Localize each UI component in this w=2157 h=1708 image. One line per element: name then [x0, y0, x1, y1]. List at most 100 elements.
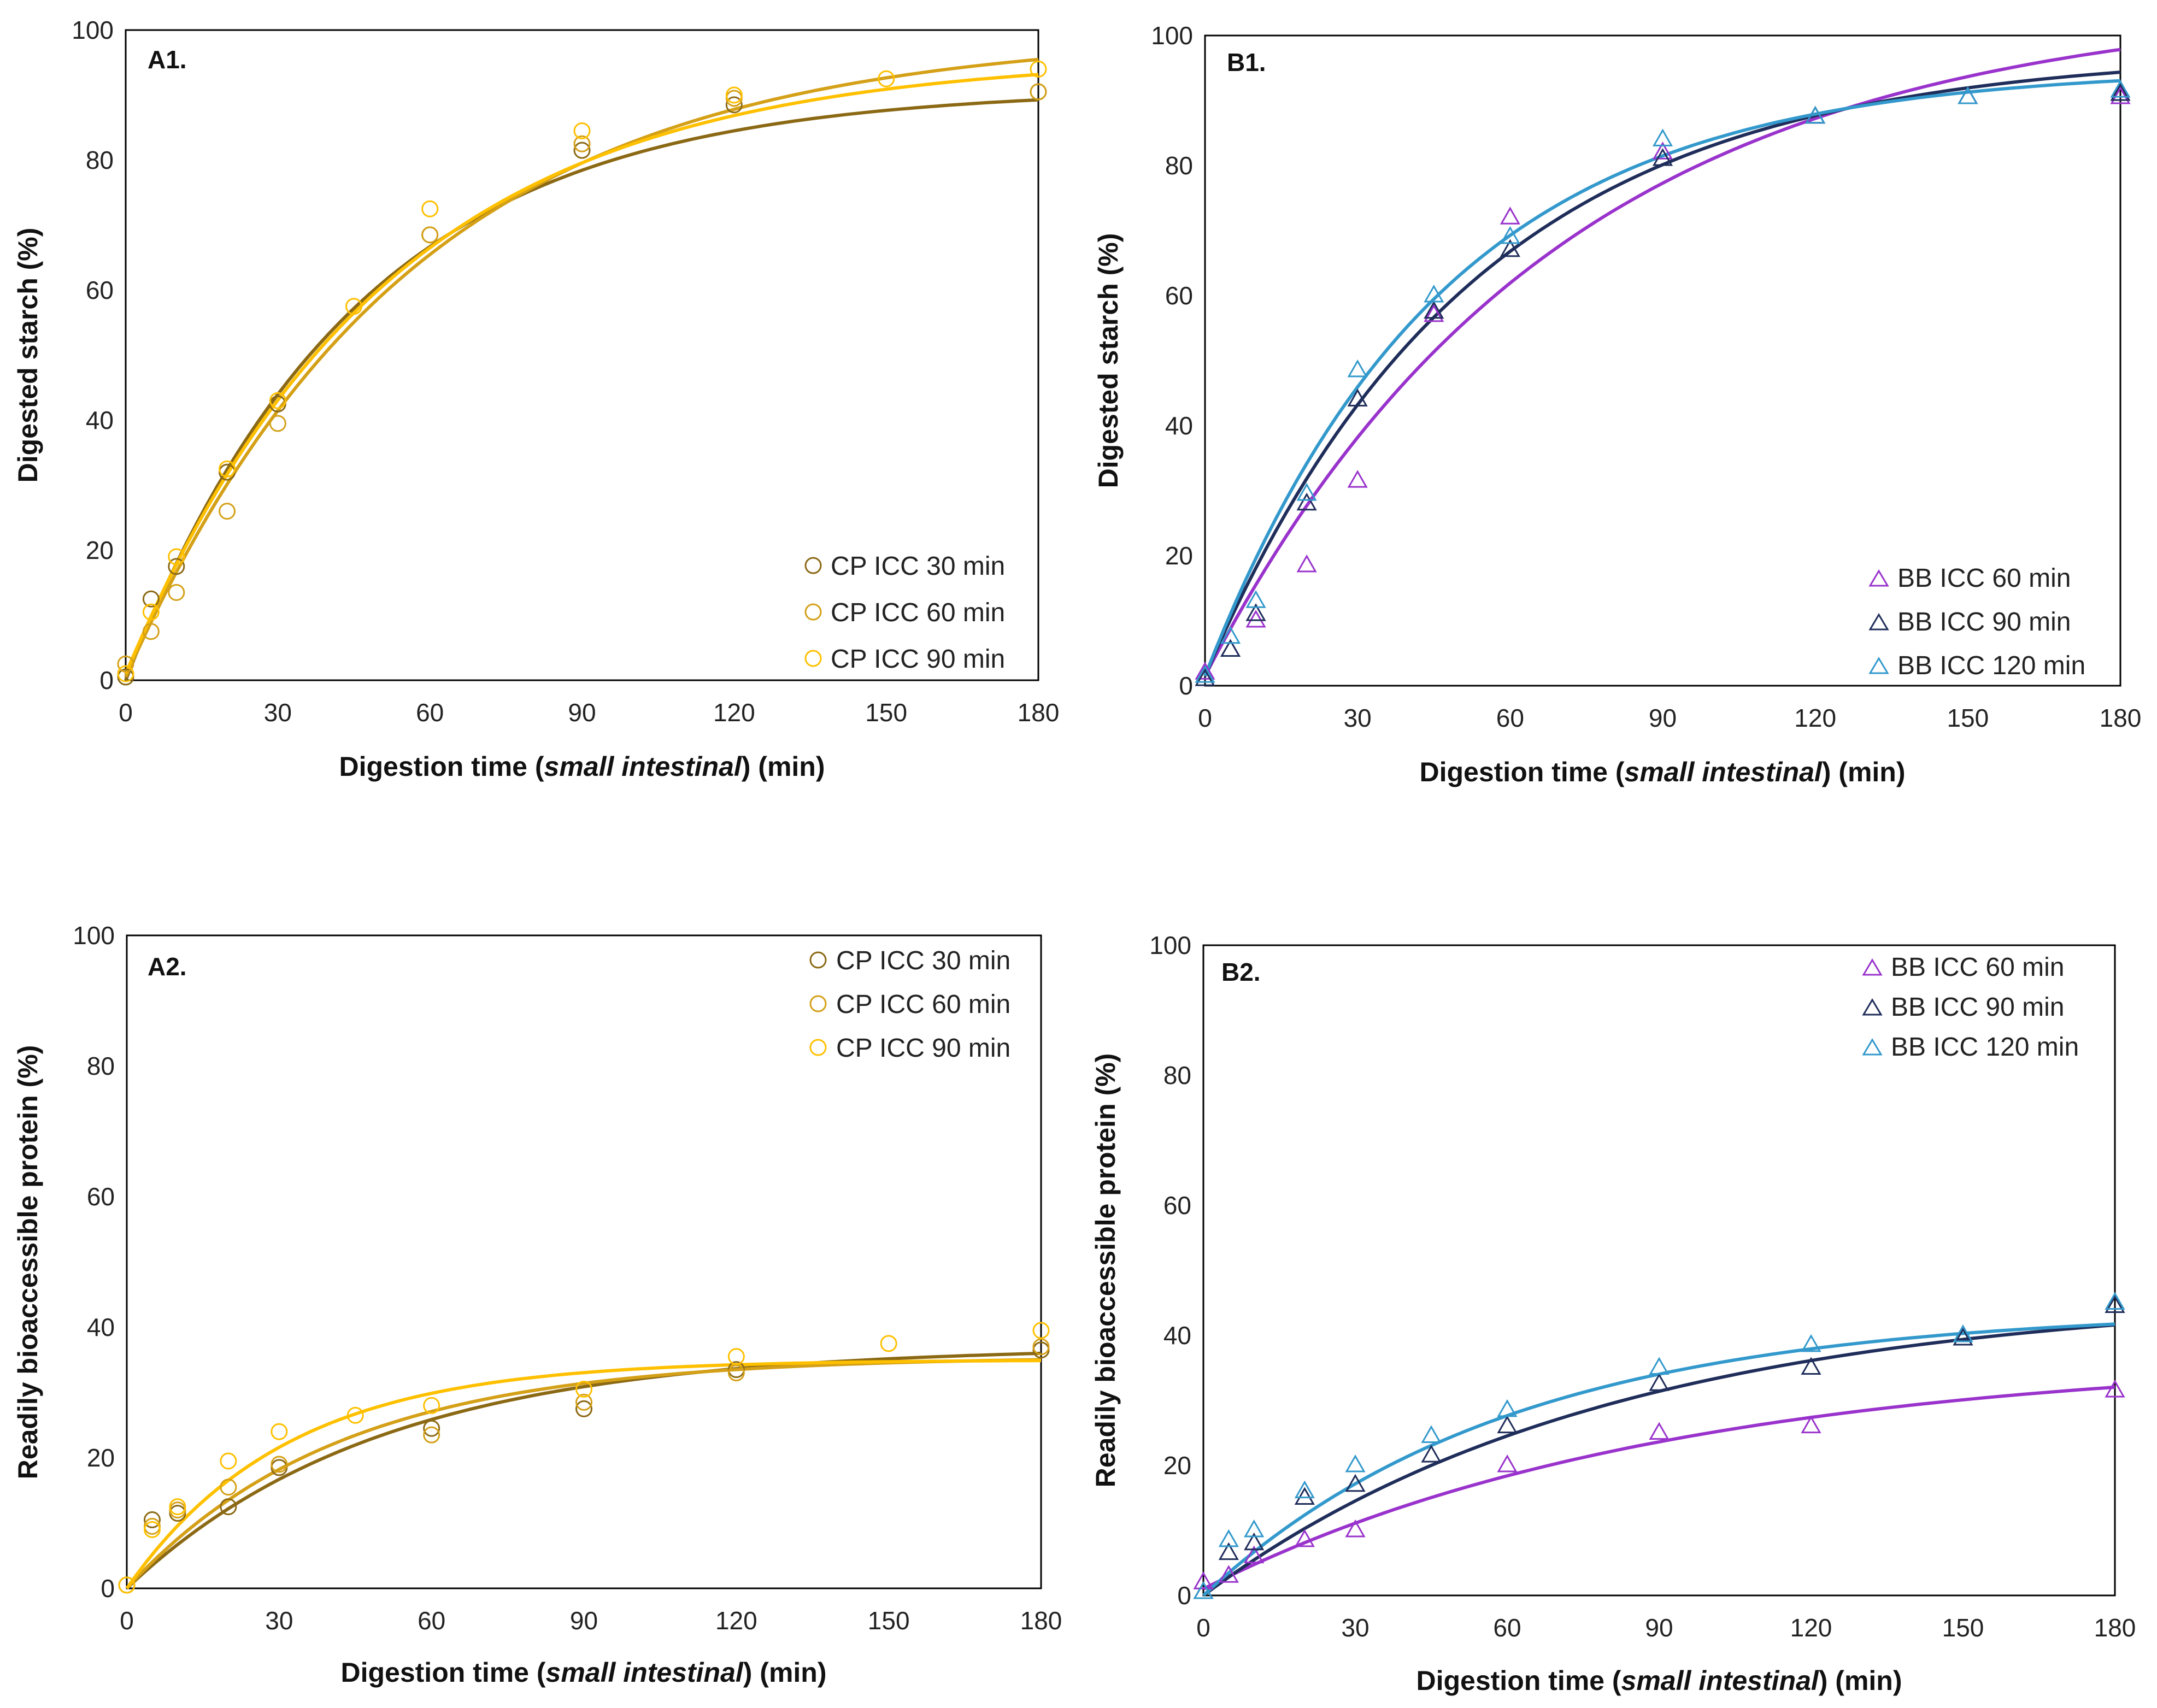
data-point — [423, 1426, 440, 1444]
panel-a2: 0 20 40 60 80 100 0 30 60 90 120 150 180 A2. Digest… — [13, 921, 1062, 1688]
svg-text:CP ICC 30 min: CP ICC 30 min — [836, 946, 1010, 975]
fit-curve — [124, 73, 1039, 675]
fit-curve — [1202, 1385, 2115, 1591]
y-tick-labels: 0 20 40 60 80 100 — [73, 921, 115, 1603]
y-tick-labels: 0 20 40 60 80 100 — [1151, 21, 1193, 700]
data-point — [725, 86, 743, 104]
data-point — [2110, 80, 2131, 98]
y-tick-label: 60 — [1163, 1191, 1191, 1220]
data-point — [1294, 1480, 1315, 1499]
y-tick-labels: 0 20 40 60 80 100 — [72, 16, 114, 694]
data-point — [1245, 609, 1266, 628]
data-point — [1347, 359, 1368, 378]
x-tick-label: 120 — [715, 1606, 757, 1635]
data-point — [1652, 128, 1673, 146]
plot-frame — [126, 934, 1042, 1589]
svg-text:BB ICC 120 min: BB ICC 120 min — [1891, 1033, 2079, 1062]
data-point — [1649, 1422, 1670, 1440]
panel-label: B1. — [1227, 48, 1266, 76]
legend-item: CP ICC 30 min — [809, 946, 1010, 975]
data-point — [345, 298, 362, 315]
data-point — [219, 460, 236, 478]
x-tick-label: 60 — [418, 1606, 445, 1635]
data-point — [1345, 1454, 1366, 1473]
data-point — [1032, 1338, 1050, 1356]
data-point — [117, 655, 134, 673]
data-markers — [1195, 80, 2131, 686]
data-point — [1652, 148, 1673, 166]
legend-item: BB ICC 120 min — [1862, 1033, 2079, 1062]
data-point — [1345, 1474, 1366, 1492]
data-point — [142, 623, 160, 640]
data-point — [1805, 105, 1826, 124]
data-point — [1195, 662, 1215, 680]
x-tick-label: 60 — [1496, 704, 1524, 732]
data-point — [1345, 1519, 1366, 1538]
x-tick-labels: 0 30 60 90 120 150 180 — [1196, 1613, 2136, 1642]
data-point — [1032, 1322, 1050, 1339]
data-point — [220, 1479, 237, 1496]
svg-text:BB ICC 120 min: BB ICC 120 min — [1897, 651, 2085, 680]
x-tick-label: 180 — [1020, 1606, 1062, 1635]
fit-curves — [1202, 1322, 2115, 1597]
panel-label: A2. — [148, 952, 187, 981]
y-tick-label: 20 — [1163, 1451, 1191, 1480]
x-tick-label: 30 — [1341, 1613, 1369, 1642]
data-point — [219, 503, 236, 520]
data-point — [1497, 1415, 1518, 1434]
data-point — [727, 1364, 745, 1382]
x-tick-label: 90 — [1649, 704, 1677, 732]
x-tick-label: 0 — [1198, 704, 1212, 732]
data-point — [1245, 603, 1266, 621]
x-tick-label: 150 — [868, 1606, 910, 1635]
y-tick-label: 20 — [86, 536, 114, 564]
data-markers — [118, 1322, 1050, 1594]
data-point — [269, 415, 286, 432]
x-tick-label: 30 — [1344, 704, 1372, 732]
data-point — [168, 558, 185, 575]
x-axis-title: Digestion time (small intestinal) (min) — [1417, 1665, 1902, 1696]
data-point — [878, 70, 895, 87]
legend-item: BB ICC 60 min — [1862, 953, 2064, 982]
x-tick-label: 0 — [1196, 1613, 1210, 1642]
data-point — [1421, 1425, 1442, 1443]
y-tick-label: 80 — [86, 146, 114, 174]
legend-item: CP ICC 90 min — [809, 1034, 1010, 1063]
data-point — [1193, 1581, 1214, 1599]
data-point — [1030, 60, 1047, 78]
svg-text:BB ICC 90 min: BB ICC 90 min — [1897, 608, 2071, 637]
svg-text:CP ICC 30 min: CP ICC 30 min — [831, 552, 1005, 581]
data-point — [1497, 1399, 1518, 1417]
fit-curve — [125, 1351, 1042, 1590]
data-point — [423, 1397, 440, 1414]
data-point — [1294, 1487, 1315, 1505]
data-markers — [1193, 1292, 2125, 1599]
data-point — [143, 1511, 161, 1529]
data-point — [1296, 492, 1317, 511]
fit-curve — [124, 98, 1039, 681]
x-tick-label: 120 — [713, 698, 755, 727]
data-point — [1652, 142, 1673, 160]
legend-item: BB ICC 90 min — [1868, 608, 2071, 637]
data-point — [1195, 665, 1215, 683]
panel-b2: 0 20 40 60 80 100 0 30 60 90 120 150 180 B2. Digest… — [1090, 931, 2136, 1696]
y-tick-labels: 0 20 40 60 80 100 — [1149, 931, 1191, 1610]
y-tick-label: 40 — [86, 406, 114, 434]
y-tick-label: 60 — [1165, 281, 1193, 310]
panel-label: A1. — [148, 45, 187, 74]
data-point — [1424, 284, 1444, 303]
legend-item: CP ICC 90 min — [804, 645, 1005, 674]
data-point — [1801, 1415, 1821, 1434]
y-tick-label: 20 — [1165, 541, 1193, 570]
data-point — [169, 1498, 186, 1516]
data-point — [1294, 1529, 1315, 1547]
data-point — [423, 1420, 440, 1437]
data-point — [271, 1423, 288, 1440]
y-tick-label: 40 — [87, 1313, 115, 1341]
x-tick-labels: 0 30 60 90 120 150 180 — [120, 1606, 1062, 1635]
y-tick-label: 0 — [101, 1574, 115, 1603]
data-point — [573, 142, 591, 159]
data-point — [143, 1521, 161, 1538]
data-point — [1220, 639, 1241, 657]
